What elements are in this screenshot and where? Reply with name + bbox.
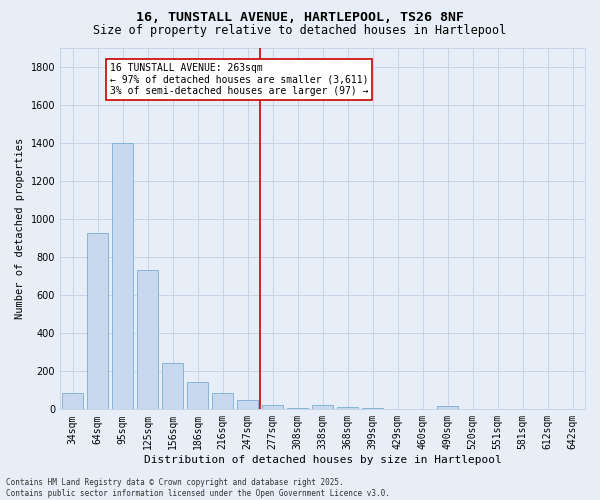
Bar [312, 404, 333, 409]
Bar [187, 382, 208, 409]
Bar [87, 233, 108, 410]
Bar [162, 362, 183, 410]
Bar [287, 408, 308, 410]
Bar [237, 400, 258, 409]
Bar [137, 270, 158, 409]
Text: Size of property relative to detached houses in Hartlepool: Size of property relative to detached ho… [94, 24, 506, 37]
Bar [62, 393, 83, 409]
Bar [362, 408, 383, 410]
Bar [262, 404, 283, 409]
Y-axis label: Number of detached properties: Number of detached properties [15, 138, 25, 319]
Bar [212, 393, 233, 409]
X-axis label: Distribution of detached houses by size in Hartlepool: Distribution of detached houses by size … [143, 455, 502, 465]
Bar [112, 142, 133, 410]
Bar [337, 408, 358, 410]
Bar [437, 406, 458, 410]
Text: 16 TUNSTALL AVENUE: 263sqm
← 97% of detached houses are smaller (3,611)
3% of se: 16 TUNSTALL AVENUE: 263sqm ← 97% of deta… [110, 62, 368, 96]
Text: Contains HM Land Registry data © Crown copyright and database right 2025.
Contai: Contains HM Land Registry data © Crown c… [6, 478, 390, 498]
Text: 16, TUNSTALL AVENUE, HARTLEPOOL, TS26 8NF: 16, TUNSTALL AVENUE, HARTLEPOOL, TS26 8N… [136, 11, 464, 24]
